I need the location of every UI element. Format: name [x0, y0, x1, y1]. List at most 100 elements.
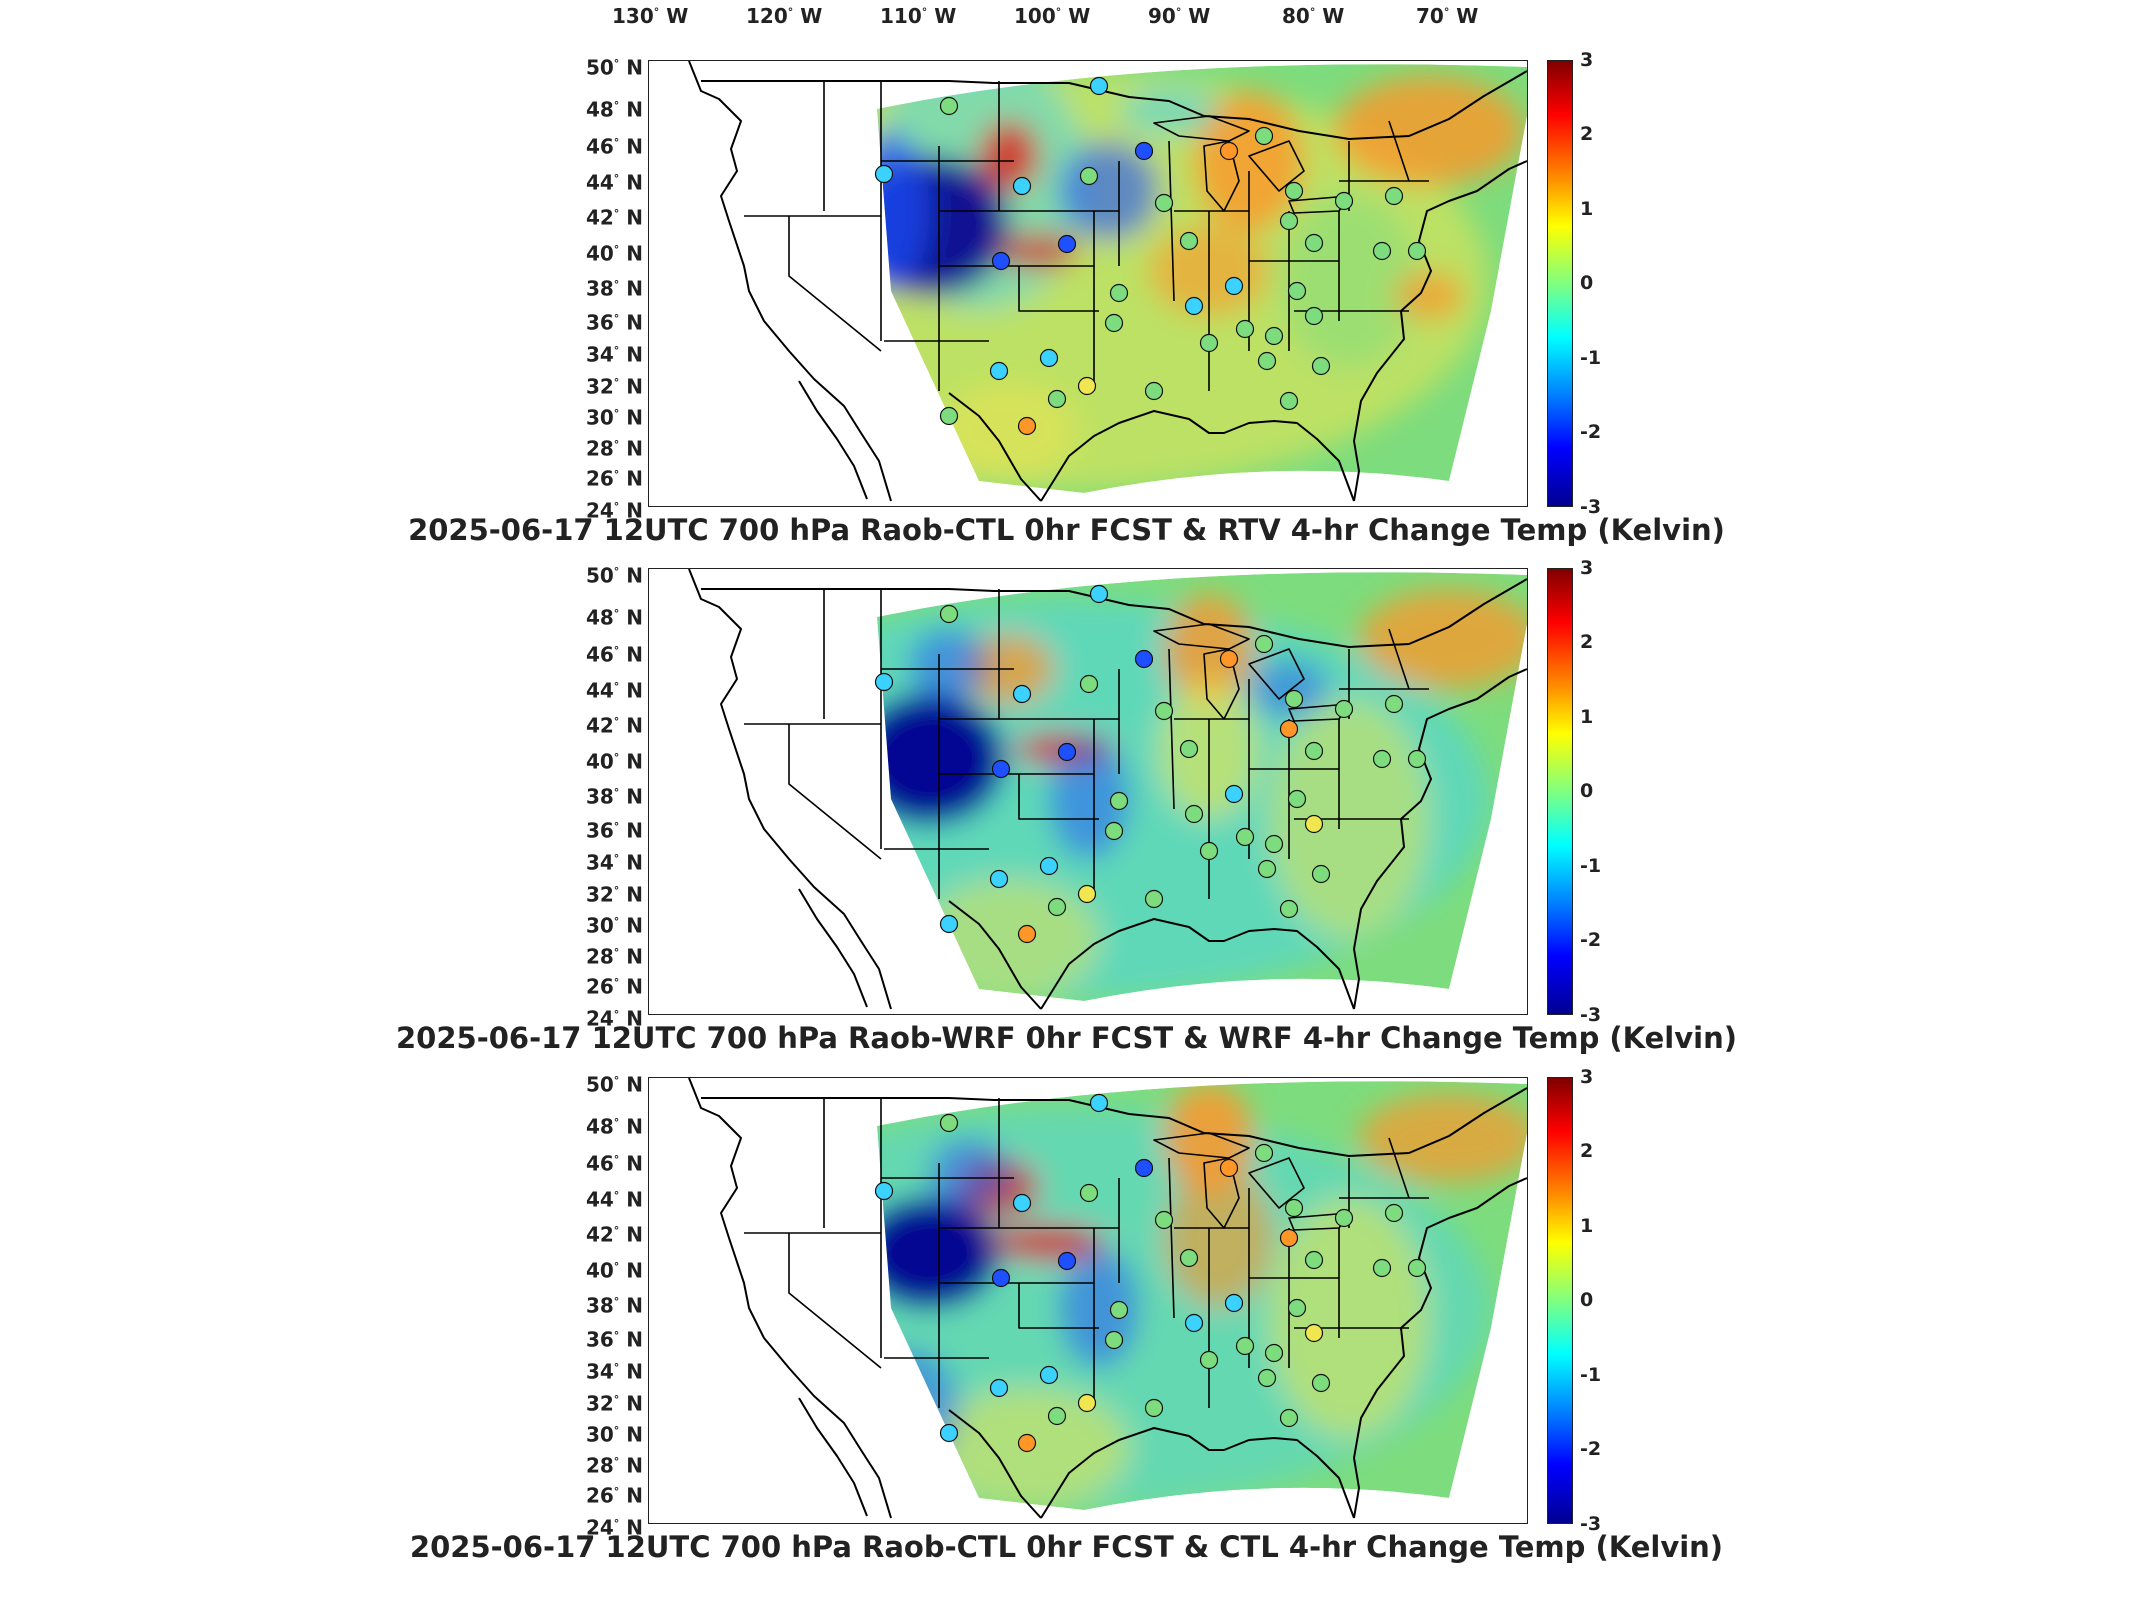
latitude-label: 34° N [585, 342, 643, 367]
field-patch [1119, 86, 1219, 136]
raob-station-marker [1104, 1330, 1124, 1350]
raob-station-marker [1199, 841, 1219, 861]
latitude-label: 48° N [585, 97, 643, 122]
latitude-label: 40° N [585, 241, 643, 266]
raob-station-marker [1047, 1406, 1067, 1426]
raob-station-marker [1264, 326, 1284, 346]
coastline-border [798, 380, 868, 500]
raob-station-marker [1311, 1373, 1331, 1393]
colorbar-tick-label: 1 [1580, 1215, 1594, 1237]
raob-station-marker [1079, 166, 1099, 186]
geography-outlines [688, 61, 1527, 502]
colorbar-tick-label: -3 [1580, 496, 1602, 518]
raob-station-marker [1372, 749, 1392, 769]
raob-station-marker [1384, 694, 1404, 714]
raob-station-marker [1257, 351, 1277, 371]
great-lake-outline [1153, 115, 1250, 142]
raob-station-marker [1079, 1183, 1099, 1203]
great-lake-outline [1288, 195, 1350, 214]
raob-station-marker [1334, 699, 1354, 719]
raob-station-marker [991, 251, 1011, 271]
coastline-border [701, 70, 1527, 140]
raob-station-marker [1144, 1398, 1164, 1418]
raob-station-marker [939, 406, 959, 426]
panel-title: 2025-06-17 12UTC 700 hPa Raob-WRF 0hr FC… [395, 1021, 1737, 1055]
state-border [880, 1098, 1014, 1408]
raob-station-marker [1184, 804, 1204, 824]
raob-station-marker [1279, 899, 1299, 919]
raob-station-marker [874, 1181, 894, 1201]
panel-title: 2025-06-17 12UTC 700 hPa Raob-CTL 0hr FC… [409, 1530, 1724, 1564]
raob-station-marker [1219, 649, 1239, 669]
coastline-border [1353, 1177, 1527, 1519]
coastline-border [701, 578, 1527, 648]
colorbar-tick-label: -2 [1580, 421, 1602, 443]
colorbar-tick-label: -1 [1580, 347, 1602, 369]
map-canvas [688, 1078, 1527, 1519]
raob-station-marker [1334, 1208, 1354, 1228]
raob-station-marker [1284, 181, 1304, 201]
raob-station-marker [1109, 283, 1129, 303]
latitude-label: 40° N [585, 1258, 643, 1283]
raob-station-marker [1384, 186, 1404, 206]
colorbar-tick-label: 2 [1580, 631, 1594, 653]
great-lake-outline [1203, 648, 1240, 720]
raob-station-marker [1304, 814, 1324, 834]
longitude-label: 100° W [1014, 4, 1091, 28]
state-border [884, 210, 1119, 342]
great-lake-outline [1203, 1157, 1240, 1229]
raob-station-marker [1235, 827, 1255, 847]
field-patch [919, 879, 1099, 999]
colorbar-tick-label: -2 [1580, 929, 1602, 951]
latitude-label: 28° N [585, 1453, 643, 1478]
longitude-label: 130° W [612, 4, 689, 28]
state-border [884, 1227, 1119, 1359]
raob-station-marker [1109, 791, 1129, 811]
field-patch [994, 1225, 1104, 1261]
temperature-change-field [877, 1081, 1527, 1510]
latitude-label: 24° N [585, 1515, 643, 1540]
raob-station-marker [1077, 1393, 1097, 1413]
colorbar-tick-label: 0 [1580, 780, 1594, 802]
latitude-label: 30° N [585, 913, 643, 938]
raob-station-marker [1304, 233, 1324, 253]
raob-station-marker [1304, 741, 1324, 761]
colorbar [1547, 568, 1573, 1015]
latitude-label: 48° N [585, 605, 643, 630]
raob-station-marker [1012, 684, 1032, 704]
colorbar [1547, 60, 1573, 507]
latitude-label: 32° N [585, 1391, 643, 1416]
raob-station-marker [1279, 1228, 1299, 1248]
raob-station-marker [1079, 674, 1099, 694]
latitude-label: 44° N [585, 678, 643, 703]
temperature-change-field [877, 572, 1527, 1001]
panel-title: 2025-06-17 12UTC 700 hPa Raob-CTL 0hr FC… [408, 513, 1725, 547]
longitude-label: 110° W [880, 4, 957, 28]
raob-station-marker [1017, 416, 1037, 436]
latitude-label: 40° N [585, 749, 643, 774]
raob-station-marker [939, 604, 959, 624]
raob-station-marker [1224, 276, 1244, 296]
raob-station-marker [1184, 296, 1204, 316]
colorbar-tick-label: -1 [1580, 855, 1602, 877]
raob-station-marker [1254, 1143, 1274, 1163]
latitude-label: 38° N [585, 1293, 643, 1318]
colorbar-tick-label: -3 [1580, 1513, 1602, 1535]
great-lake-outline [1153, 623, 1250, 650]
state-border [1093, 1157, 1175, 1408]
raob-station-marker [1017, 1433, 1037, 1453]
coastline-border [948, 1409, 1355, 1519]
raob-station-marker [874, 164, 894, 184]
raob-station-marker [1264, 834, 1284, 854]
colorbar-tick-label: 0 [1580, 1289, 1594, 1311]
map-canvas [688, 569, 1527, 1010]
raob-station-marker [1047, 389, 1067, 409]
raob-station-marker [1284, 1198, 1304, 1218]
state-border [744, 1098, 882, 1369]
latitude-label: 36° N [585, 1327, 643, 1352]
latitude-label: 44° N [585, 1187, 643, 1212]
colorbar-tick-label: -1 [1580, 1364, 1602, 1386]
raob-station-marker [1279, 211, 1299, 231]
colorbar-tick-label: -3 [1580, 1004, 1602, 1026]
